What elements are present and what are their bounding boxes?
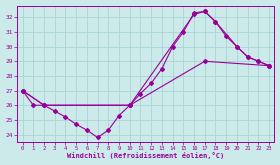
X-axis label: Windchill (Refroidissement éolien,°C): Windchill (Refroidissement éolien,°C) [67,152,225,159]
